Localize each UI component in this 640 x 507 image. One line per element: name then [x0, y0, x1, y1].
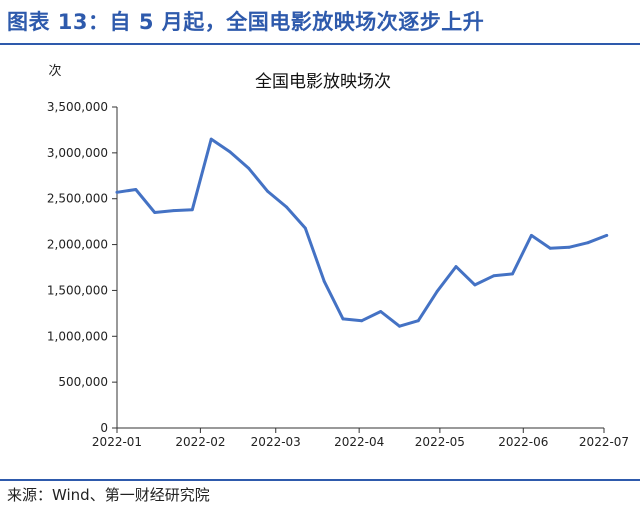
- x-axis: 2022-01 2022-02 2022-03 2022-04 2022-05 2022-…: [92, 427, 629, 449]
- x-tick-label: 2022-01: [92, 435, 142, 449]
- data-point: [530, 234, 533, 237]
- data-point: [209, 137, 213, 141]
- data-point: [247, 167, 251, 170]
- y-axis-label: 次: [48, 63, 61, 79]
- data-point: [228, 150, 232, 154]
- line-chart: 全国电影放映场次 次 0 500,000 1,000,000 1,500,000 2,0…: [47, 63, 629, 449]
- data-point: [605, 234, 609, 237]
- data-point: [115, 190, 119, 194]
- y-axis: 0 500,000 1,000,000 1,500,000 2,000,000 2,500…: [47, 100, 118, 435]
- data-point: [285, 205, 288, 209]
- series-line: [115, 137, 609, 328]
- source-note: 来源：Wind、第一财经研究院: [7, 486, 210, 504]
- x-tick-label: 2022-03: [251, 435, 301, 449]
- series-layer: [115, 137, 609, 328]
- data-point: [454, 265, 458, 268]
- data-point: [473, 283, 477, 287]
- data-point: [416, 319, 420, 323]
- data-point: [190, 208, 194, 212]
- data-point: [172, 209, 175, 213]
- y-tick-label: 3,500,000: [47, 100, 108, 114]
- data-point: [492, 274, 496, 278]
- data-point: [511, 272, 514, 276]
- x-tick-label: 2022-07: [579, 435, 629, 449]
- data-point: [435, 289, 439, 293]
- y-tick-label: 1,500,000: [47, 283, 108, 297]
- figure-title: 图表 13：自 5 月起，全国电影放映场次逐步上升: [7, 10, 485, 34]
- data-point: [153, 211, 157, 214]
- y-tick-label: 2,000,000: [47, 238, 108, 252]
- data-point: [586, 241, 590, 245]
- data-point: [379, 310, 383, 313]
- x-tick-label: 2022-05: [415, 435, 465, 449]
- data-point: [548, 246, 552, 250]
- chart-title: 全国电影放映场次: [255, 72, 391, 92]
- x-tick-label: 2022-06: [498, 435, 548, 449]
- data-point: [134, 188, 138, 191]
- x-tick-label: 2022-02: [175, 435, 225, 449]
- header-rule: [0, 43, 640, 45]
- data-point: [266, 190, 270, 193]
- data-point: [303, 226, 307, 230]
- y-tick-label: 1,000,000: [47, 329, 108, 343]
- data-point: [341, 317, 345, 321]
- y-tick-label: 3,000,000: [47, 146, 108, 160]
- data-point: [567, 245, 571, 249]
- y-tick-label: 2,500,000: [47, 192, 108, 206]
- figure-header: 图表 13：自 5 月起，全国电影放映场次逐步上升: [0, 0, 640, 44]
- footer-rule: [0, 479, 640, 481]
- data-point: [360, 319, 364, 323]
- data-point: [398, 324, 401, 328]
- y-tick-label: 500,000: [58, 375, 108, 389]
- y-tick-label: 0: [100, 421, 108, 435]
- data-point: [322, 279, 326, 283]
- x-tick-label: 2022-04: [334, 435, 384, 449]
